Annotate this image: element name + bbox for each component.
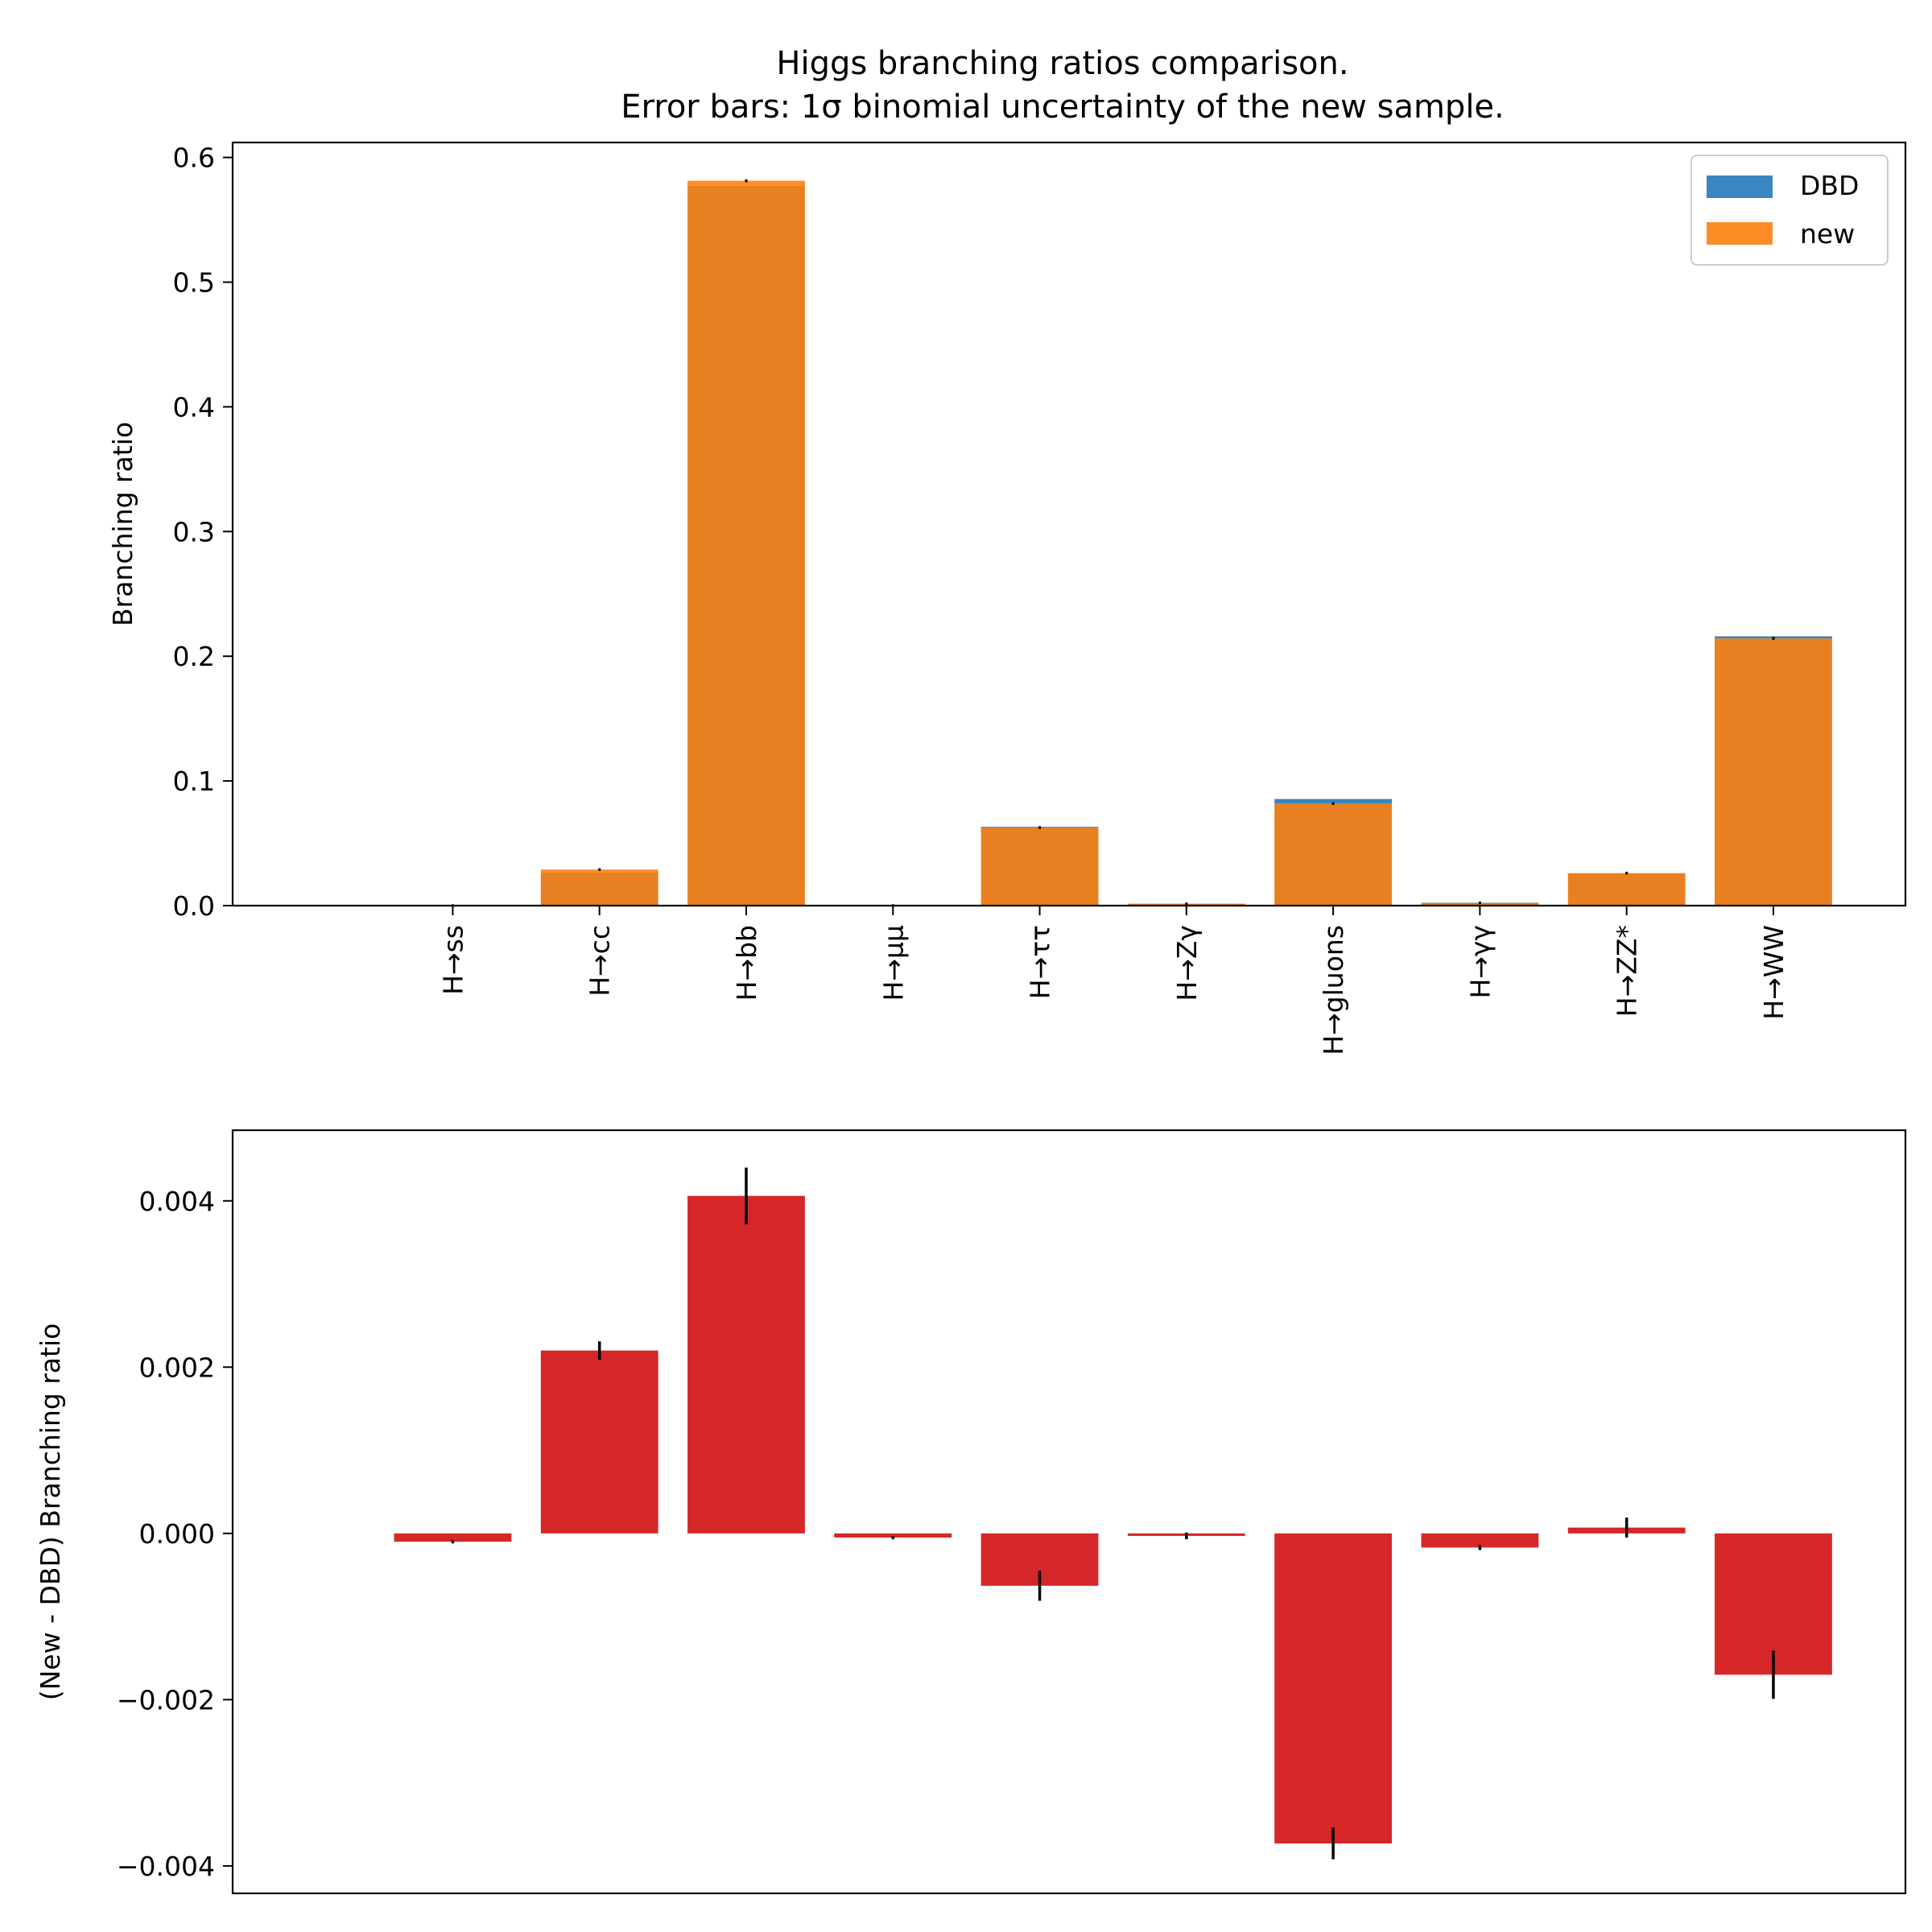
bottom-y-tick-label: 0.004 bbox=[139, 1186, 215, 1217]
bottom-bars bbox=[394, 1195, 1832, 1844]
top-y-tick-label: 0.6 bbox=[173, 142, 215, 174]
x-tick-label-ww: H→WW bbox=[1758, 925, 1790, 1020]
diff-bar-mumu bbox=[834, 1533, 952, 1538]
bar-overlap-cc bbox=[540, 872, 658, 906]
bar-new-bb bbox=[687, 180, 805, 186]
bar-overlap-gluons bbox=[1274, 803, 1393, 906]
bottom-y-tick-label: 0.000 bbox=[139, 1518, 215, 1550]
top-y-tick-label: 0.4 bbox=[173, 391, 215, 423]
chart-title: Higgs branching ratios comparison. Error… bbox=[621, 45, 1505, 126]
x-tick-label-gammagamma: H→γγ bbox=[1464, 925, 1496, 999]
top-y-tick-label: 0.0 bbox=[173, 890, 215, 922]
bottom-y-tick-label: 0.002 bbox=[139, 1352, 215, 1383]
bar-overlap-ww bbox=[1715, 638, 1832, 906]
top-panel: 0.00.10.20.30.40.50.6 H→ss H→cc H→bb H→μμ H→… bbox=[107, 141, 1907, 1055]
x-tick-label-cc: H→cc bbox=[584, 925, 616, 997]
top-y-tick-label: 0.3 bbox=[173, 516, 215, 547]
diff-bar-gluons bbox=[1274, 1533, 1393, 1844]
legend-label-new: new bbox=[1800, 218, 1855, 250]
top-y-axis-label: Branching ratio bbox=[107, 422, 138, 626]
x-tick-label-bb: H→bb bbox=[731, 925, 762, 1001]
diff-bar-bb bbox=[687, 1195, 805, 1534]
legend-label-dbd: DBD bbox=[1800, 170, 1859, 201]
bottom-panel: −0.004 −0.002 0.000 0.002 0.004 (New - DBD) … bbox=[35, 1129, 1907, 1895]
title-line-1: Higgs branching ratios comparison. bbox=[776, 45, 1348, 82]
diff-bar-gammagamma bbox=[1421, 1533, 1539, 1548]
top-y-tick-label: 0.2 bbox=[173, 641, 215, 672]
bottom-axes-frame bbox=[231, 1129, 1907, 1895]
bar-overlap-gammagamma bbox=[1421, 902, 1539, 906]
bar-overlap-tautau bbox=[980, 828, 1099, 906]
bar-new-cc bbox=[540, 869, 658, 873]
bar-overlap-zzstar bbox=[1567, 873, 1686, 906]
diff-bar-cc bbox=[540, 1350, 658, 1534]
title-line-2: Error bars: 1σ binomial uncertainty of t… bbox=[621, 89, 1505, 126]
top-bars bbox=[394, 180, 1832, 906]
top-y-tick-label: 0.1 bbox=[173, 766, 215, 797]
top-y-ticks: 0.0 0.1 0.2 0.3 0.4 0.5 0.6 bbox=[173, 142, 233, 922]
x-tick-label-mumu: H→μμ bbox=[877, 925, 909, 1001]
bar-dbd-gluons bbox=[1274, 799, 1393, 804]
bottom-errorbars bbox=[451, 1167, 1775, 1860]
top-x-ticks: H→ss H→cc H→bb H→μμ H→ττ H→Zγ H→gluons H→γγ H→ZZ… bbox=[437, 906, 1790, 1055]
top-y-tick-label: 0.5 bbox=[173, 266, 215, 298]
x-tick-label-zgamma: H→Zγ bbox=[1171, 925, 1203, 1001]
bottom-y-ticks: −0.004 −0.002 0.000 0.002 0.004 bbox=[117, 1186, 233, 1882]
x-tick-label-tautau: H→ττ bbox=[1025, 925, 1056, 999]
x-tick-label-ss: H→ss bbox=[437, 925, 469, 995]
x-tick-label-zzstar: H→ZZ* bbox=[1612, 925, 1643, 1017]
bar-overlap-bb bbox=[687, 185, 805, 906]
legend-swatch-new bbox=[1707, 222, 1773, 245]
bottom-y-tick-label: −0.004 bbox=[117, 1851, 215, 1882]
x-tick-label-gluons: H→gluons bbox=[1318, 925, 1349, 1055]
top-axes-frame bbox=[231, 141, 1907, 907]
diff-bar-ss bbox=[394, 1533, 512, 1542]
legend: DBD new bbox=[1690, 155, 1889, 266]
bottom-y-tick-label: −0.002 bbox=[117, 1684, 215, 1715]
legend-swatch-dbd bbox=[1707, 175, 1773, 198]
bottom-y-axis-label: (New - DBD) Branching ratio bbox=[35, 1323, 66, 1701]
